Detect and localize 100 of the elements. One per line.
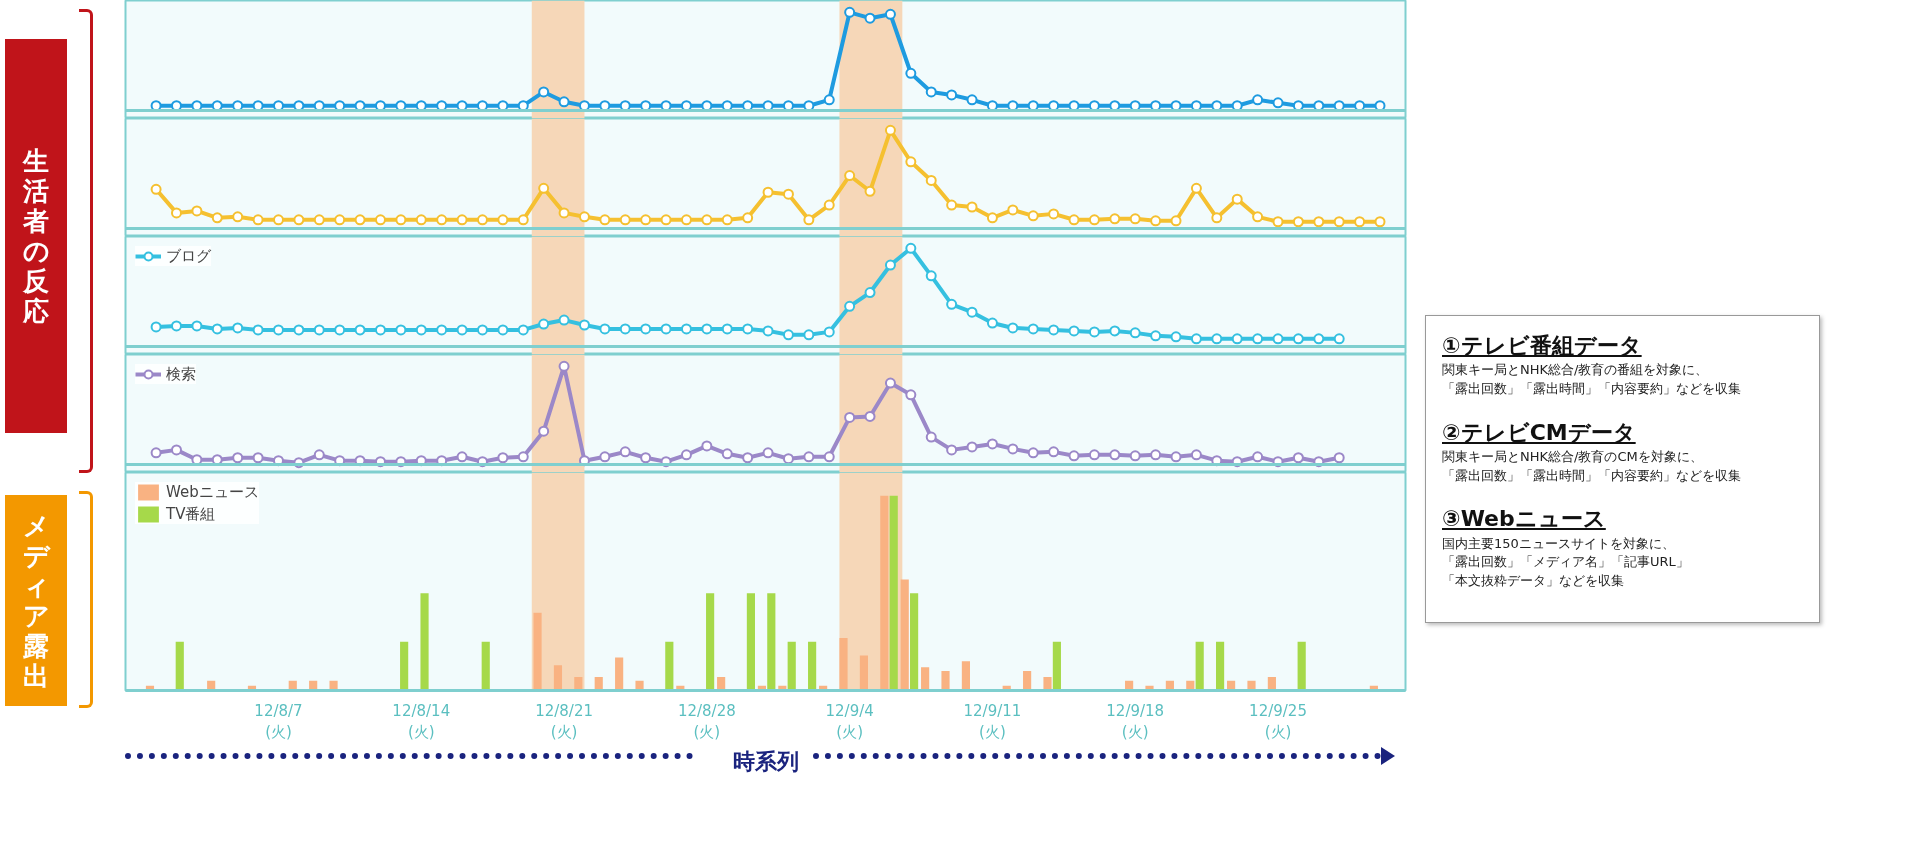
- bar: [787, 641, 796, 691]
- point: [701, 323, 713, 335]
- bar: [175, 641, 184, 691]
- text: ③Webニュース: [1442, 505, 1607, 534]
- bar: [859, 655, 868, 691]
- x-tick-label: 12/8/28 (火): [677, 701, 736, 742]
- bar: [921, 667, 930, 691]
- point: [150, 321, 162, 333]
- text: 「露出回数」「露出時間」「内容要約」などを収集: [1442, 466, 1742, 485]
- bar: [635, 680, 644, 691]
- point: [966, 441, 978, 453]
- point: [1292, 452, 1304, 464]
- point: [1231, 333, 1243, 345]
- text: 関東キー局とNHK総合/教育の番組を対象に、: [1442, 361, 1710, 380]
- bar: [941, 671, 950, 691]
- point: [721, 323, 733, 335]
- point: [211, 323, 223, 335]
- bar: [808, 641, 817, 691]
- point: [171, 320, 182, 332]
- x-axis-title: 時系列: [732, 749, 799, 775]
- bar: [961, 661, 970, 691]
- point: [1109, 325, 1121, 337]
- point: [1129, 450, 1141, 462]
- point: [334, 324, 346, 336]
- point: [762, 447, 774, 459]
- bar: [1043, 676, 1052, 691]
- bar: [746, 593, 755, 691]
- point: [701, 440, 713, 452]
- point: [986, 438, 998, 450]
- point: [374, 324, 386, 336]
- point: [1048, 324, 1060, 336]
- point: [599, 451, 611, 463]
- point: [905, 242, 917, 254]
- point: [619, 446, 631, 458]
- point: [742, 323, 754, 335]
- bar: [889, 495, 898, 691]
- point: [1027, 447, 1039, 459]
- point: [844, 300, 856, 312]
- bar: [400, 641, 409, 691]
- point: [1272, 333, 1284, 345]
- point: [1211, 333, 1223, 345]
- point: [497, 452, 509, 464]
- legend-label: 検索: [166, 364, 196, 384]
- text: メディア露出: [22, 510, 50, 691]
- point: [272, 324, 284, 336]
- point: [436, 324, 448, 336]
- point: [578, 319, 590, 331]
- point: [946, 444, 958, 456]
- point: [864, 287, 876, 299]
- point: [354, 324, 366, 336]
- point: [680, 449, 692, 461]
- text: 「露出回数」「メディア名」「記事URL」: [1442, 553, 1690, 572]
- point: [823, 451, 835, 463]
- point: [313, 449, 325, 461]
- point: [1068, 450, 1080, 462]
- point: [1333, 452, 1345, 464]
- point: [640, 452, 652, 464]
- point: [1088, 449, 1100, 461]
- bar: [1052, 641, 1061, 691]
- point: [844, 411, 856, 423]
- x-tick-label: 12/8/7 (火): [254, 701, 303, 742]
- bar: [329, 680, 338, 691]
- x-tick-label: 12/9/18 (火): [1106, 701, 1165, 742]
- bar: [420, 593, 429, 691]
- point: [1007, 322, 1019, 334]
- point: [884, 259, 896, 271]
- bar: [839, 637, 848, 691]
- point: [1333, 333, 1345, 345]
- point: [742, 452, 754, 464]
- point: [946, 298, 958, 310]
- x-tick-label: 12/8/21 (火): [535, 701, 593, 742]
- point: [619, 323, 631, 335]
- point: [1048, 446, 1060, 458]
- point: [680, 323, 692, 335]
- point: [1027, 323, 1039, 335]
- point: [640, 323, 652, 335]
- point: [1292, 333, 1304, 345]
- point: [762, 325, 774, 337]
- point: [1170, 331, 1182, 343]
- point: [232, 452, 244, 464]
- point: [538, 425, 550, 437]
- bar: [1195, 641, 1204, 691]
- point: [456, 451, 468, 463]
- x-tick-label: 12/8/14 (火): [392, 701, 451, 742]
- point: [415, 324, 427, 336]
- point: [1252, 333, 1264, 345]
- point: [395, 324, 407, 336]
- bar: [1247, 680, 1256, 691]
- point: [966, 306, 978, 318]
- bar: [900, 579, 909, 691]
- x-tick-label: 12/9/4 (火): [825, 701, 874, 742]
- point: [660, 323, 672, 335]
- point: [313, 324, 325, 336]
- point: [1170, 451, 1182, 463]
- point: [476, 324, 488, 336]
- text: 関東キー局とNHK総合/教育のCMを対象に、: [1442, 447, 1704, 466]
- text: ①テレビ番組データ: [1442, 332, 1643, 360]
- point: [293, 324, 305, 336]
- bar: [910, 593, 919, 691]
- point: [497, 324, 509, 336]
